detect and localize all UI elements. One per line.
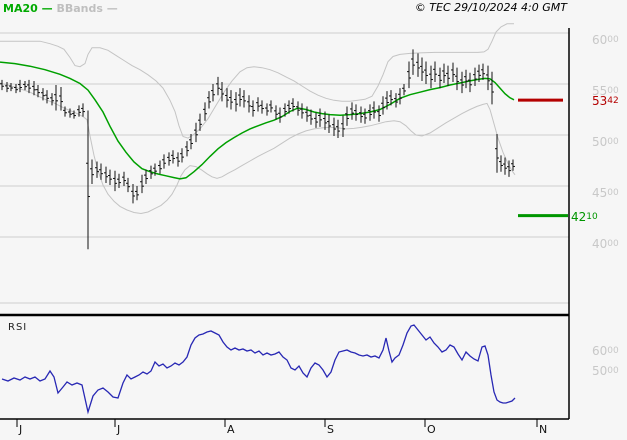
month-label-O: O	[427, 423, 436, 436]
bb-upper-line	[0, 23, 514, 139]
rsi-line	[1, 324, 516, 415]
price-label-6000: 6000	[592, 33, 619, 47]
price-label-4500: 4500	[592, 186, 619, 200]
price-label-5500: 5500	[592, 84, 619, 98]
bb-lower-line	[0, 82, 516, 215]
month-label-J: J	[19, 423, 23, 436]
legend-ma20: MA20 —	[3, 2, 57, 15]
support-price-label: 4210	[571, 209, 598, 224]
resistance-price-label: 5342	[592, 94, 619, 109]
rsi-scale-label-6000: 6000	[592, 344, 619, 358]
month-label-S: S	[327, 423, 334, 436]
price-label-5000: 5000	[592, 135, 619, 149]
month-label-J: J	[117, 423, 121, 436]
month-label-N: N	[539, 423, 548, 436]
rsi-scale-label-5000: 5000	[592, 364, 619, 378]
month-label-A: A	[227, 423, 235, 436]
price-label-4000: 4000	[592, 237, 619, 251]
chart-legend: MA20 — BBands —	[3, 3, 118, 14]
legend-bbands: BBands —	[56, 2, 118, 15]
chart-title: © TEC 29/10/2024 4:0 GMT	[414, 1, 567, 14]
ma20-line	[0, 61, 515, 180]
rsi-label: RSI	[8, 322, 28, 333]
